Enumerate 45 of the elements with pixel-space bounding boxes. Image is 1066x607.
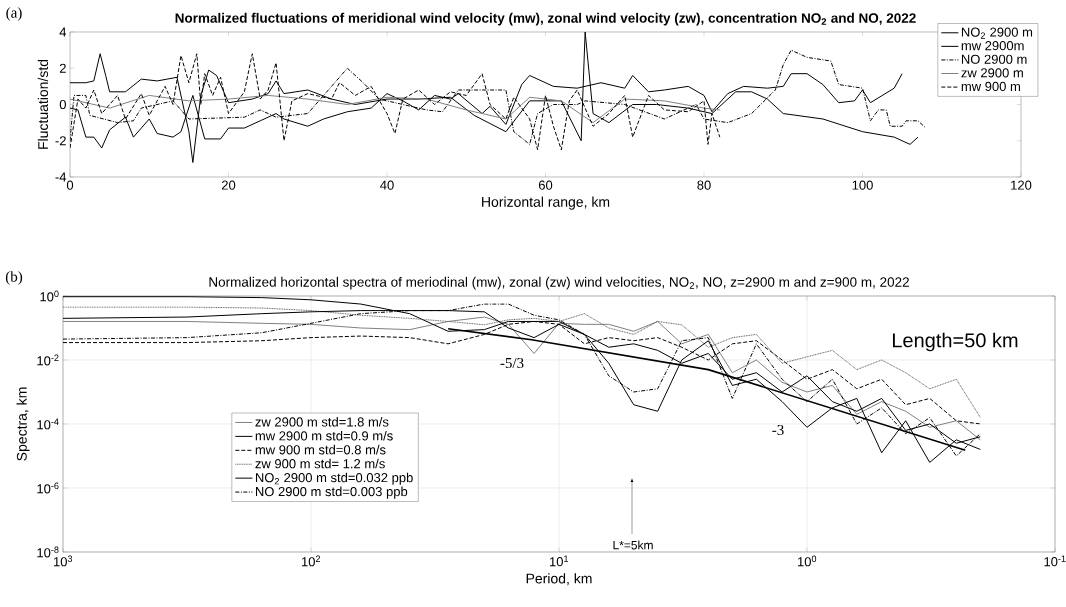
x-tick-label: 0: [66, 180, 74, 190]
legend-label: NO$_{2}$ 2900 m std=0.032 ppb: [255, 472, 413, 485]
x-tick-label: 10$^{2}$: [301, 555, 321, 567]
x-tick-label: 60: [538, 180, 553, 190]
legend-label: NO$_{2}$ 2900 m: [961, 27, 1033, 39]
x-axis-title: Period, km: [526, 573, 592, 586]
y-tick-label: 10$^{-6}$: [37, 482, 59, 494]
legend-label: mw 900 m std=0.8 m/s: [255, 444, 386, 455]
x-tick-label: 10$^{0}$: [797, 555, 817, 567]
x-tick-label: 80: [697, 180, 711, 190]
annotation: Length=50 km: [892, 332, 1018, 352]
y-axis-title: Spectra, km: [16, 387, 30, 461]
text: (b): [5, 271, 23, 285]
legend-label: zw 900 m std= 1.2 m/s: [255, 458, 385, 469]
annotation: -3: [772, 424, 784, 436]
legend-label: zw 2900 m: [961, 68, 1023, 78]
y-tick-label: -4: [55, 172, 67, 182]
annotation: L*=5km: [613, 540, 653, 550]
y-tick-label: 10$^{0}$: [40, 290, 59, 302]
y-tick-label: 0: [59, 99, 66, 110]
y-tick-label: 2: [59, 63, 66, 73]
y-tick-label: 10$^{-4}$: [37, 418, 59, 430]
text: (a): [6, 7, 22, 21]
x-tick-label: 40: [380, 180, 394, 190]
x-tick-label: 100: [852, 180, 873, 190]
y-tick-label: 10$^{-2}$: [37, 354, 59, 366]
legend-label: mw 2900m: [961, 41, 1024, 51]
x-tick-label: 10$^{-1}$: [1044, 555, 1066, 567]
legend-label: mw 900 m: [961, 81, 1020, 92]
y-axis-title: Fluctuation/std: [37, 59, 49, 149]
x-axis-title: Horizontal range, km: [482, 196, 610, 210]
legend-label: mw 2900 m std=0.9 m/s: [255, 430, 393, 441]
y-tick-label: 10$^{-8}$: [37, 546, 59, 558]
chart-title: Normalized fluctuations of meridional wind velocity (mw), zonal wind velocity (zw), concentration NO$_{2}$ and NO, 2022: [175, 12, 916, 26]
x-tick-label: 10$^{1}$: [549, 555, 569, 567]
annotation: -5/3: [500, 357, 524, 369]
x-tick-label: 20: [221, 180, 236, 190]
legend-label: zw 2900 m std=1.8 m/s: [255, 417, 389, 427]
chart-title: Normalized horizontal spectra of meriodinal (mw), zonal (zw) wind velocities, NO$_{2}$, NO, z=2900 m and z=900 m, 2022: [209, 276, 909, 290]
legend-label: NO 2900 m std=0.003 ppb: [255, 486, 408, 499]
y-tick-label: 4: [59, 27, 67, 37]
x-tick-label: 120: [1011, 180, 1032, 190]
legend-label: NO 2900 m: [961, 54, 1027, 64]
y-tick-label: -2: [55, 136, 66, 146]
x-tick-label: 10$^{3}$: [53, 555, 73, 567]
